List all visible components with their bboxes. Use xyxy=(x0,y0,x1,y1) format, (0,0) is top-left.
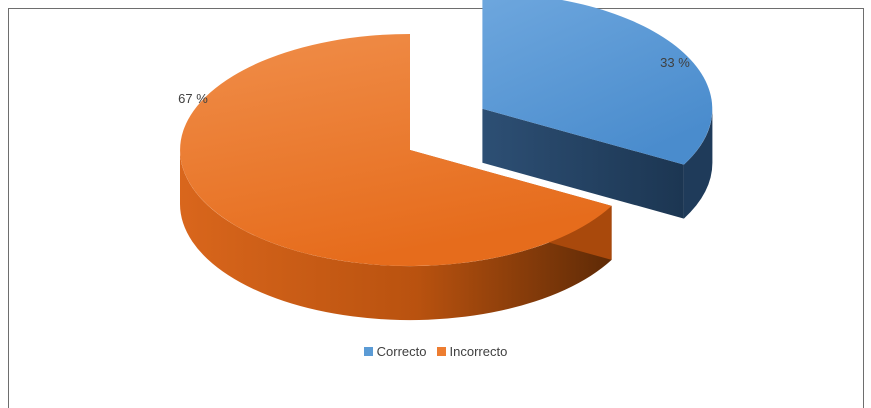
slice-correcto xyxy=(482,0,713,219)
chart-legend: Correcto Incorrecto xyxy=(0,344,871,359)
legend-item-correcto: Correcto xyxy=(363,344,427,359)
legend-swatch-correcto xyxy=(363,347,373,356)
legend-label-incorrecto: Incorrecto xyxy=(449,344,508,359)
data-label-incorrecto: 67 % xyxy=(178,91,208,106)
slice-incorrecto xyxy=(179,34,612,321)
legend-item-incorrecto: Incorrecto xyxy=(436,344,508,359)
legend-label-correcto: Correcto xyxy=(376,344,427,359)
data-label-correcto: 33 % xyxy=(660,55,690,70)
legend-swatch-incorrecto xyxy=(436,347,446,356)
